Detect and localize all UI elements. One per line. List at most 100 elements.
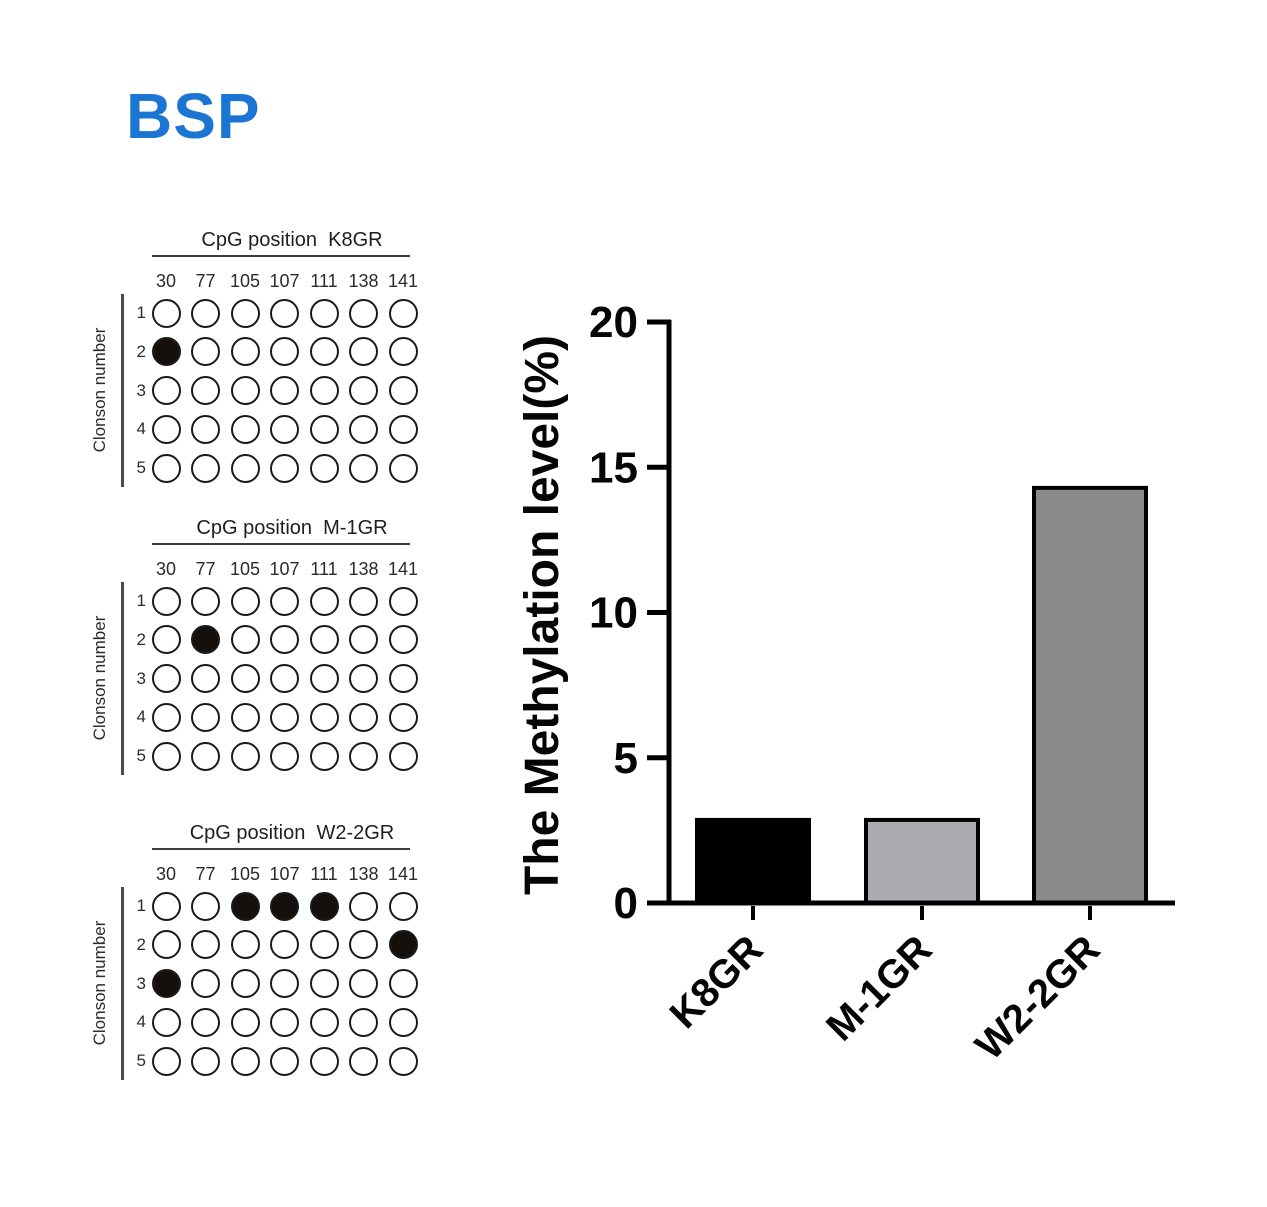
unmethylated-cpg-dot xyxy=(309,1046,339,1076)
methylated-cpg-dot xyxy=(388,930,418,960)
unmethylated-cpg-dot xyxy=(388,891,418,921)
y-axis-title: The Methylation level(%) xyxy=(516,335,569,895)
unmethylated-cpg-dot xyxy=(191,298,220,328)
unmethylated-cpg-dot xyxy=(270,741,299,771)
methylated-cpg-dot xyxy=(309,891,339,921)
cpg-position-label: 111 xyxy=(310,864,338,884)
unmethylated-cpg-dot xyxy=(388,414,418,444)
grid-title-underline xyxy=(152,848,410,850)
bar-m-1gr xyxy=(864,817,980,905)
unmethylated-cpg-dot xyxy=(270,930,299,960)
clone-number-label: 3 xyxy=(136,380,146,400)
unmethylated-cpg-dot xyxy=(270,337,299,367)
unmethylated-cpg-dot xyxy=(270,414,299,444)
unmethylated-cpg-dot xyxy=(191,414,220,444)
bar-k8gr xyxy=(695,817,811,905)
clone-number-label: 1 xyxy=(136,303,146,322)
unmethylated-cpg-dot xyxy=(309,625,339,655)
clone-number-label: 5 xyxy=(136,746,146,765)
unmethylated-cpg-dot xyxy=(388,969,418,998)
unmethylated-cpg-dot xyxy=(191,664,220,693)
unmethylated-cpg-dot xyxy=(349,298,378,328)
unmethylated-cpg-dot xyxy=(349,969,378,998)
unmethylated-cpg-dot xyxy=(230,1007,260,1037)
cpg-position-label: 111 xyxy=(310,271,338,291)
dot-grid-w2-2gr: CpG position W2-2GR 30 77 105 107 111 138 141 … xyxy=(85,821,425,1101)
cpg-position-label: 77 xyxy=(195,864,216,884)
clone-number-label: 3 xyxy=(136,668,146,688)
unmethylated-cpg-dot xyxy=(151,891,181,921)
unmethylated-cpg-dot xyxy=(230,625,260,655)
unmethylated-cpg-dot xyxy=(388,664,418,693)
unmethylated-cpg-dot xyxy=(151,298,181,328)
unmethylated-cpg-dot xyxy=(309,586,339,616)
grid-title: CpG position M-1GR xyxy=(196,517,388,539)
unmethylated-cpg-dot xyxy=(230,664,260,693)
cpg-position-label: 30 xyxy=(155,559,177,579)
dot-grid-k8gr: CpG position K8GR 30 77 105 107 111 138 141 Cl… xyxy=(85,228,425,508)
unmethylated-cpg-dot xyxy=(191,586,220,616)
clone-number-label: 3 xyxy=(136,973,146,993)
unmethylated-cpg-dot xyxy=(309,337,339,367)
unmethylated-cpg-dot xyxy=(191,702,220,732)
unmethylated-cpg-dot xyxy=(191,969,220,998)
unmethylated-cpg-dot xyxy=(349,1046,378,1076)
unmethylated-cpg-dot xyxy=(270,1007,299,1037)
cpg-position-label: 105 xyxy=(229,559,261,579)
unmethylated-cpg-dot xyxy=(388,376,418,405)
unmethylated-cpg-dot xyxy=(270,625,299,655)
unmethylated-cpg-dot xyxy=(191,1046,220,1076)
clone-number-label: 1 xyxy=(136,896,146,915)
cpg-position-label: 30 xyxy=(155,271,177,291)
unmethylated-cpg-dot xyxy=(230,298,260,328)
unmethylated-cpg-dot xyxy=(270,664,299,693)
cpg-position-label: 141 xyxy=(387,271,419,291)
clone-number-label: 2 xyxy=(136,341,146,361)
unmethylated-cpg-dot xyxy=(349,664,378,693)
methylated-cpg-dot xyxy=(270,891,299,921)
unmethylated-cpg-dot xyxy=(349,376,378,405)
grid-title: CpG position K8GR xyxy=(201,229,383,251)
row-axis-label: Clonson number xyxy=(90,920,109,1046)
clone-number-label: 2 xyxy=(136,629,146,649)
y-tick-label: 15 xyxy=(589,443,638,492)
unmethylated-cpg-dot xyxy=(388,1007,418,1037)
unmethylated-cpg-dot xyxy=(230,702,260,732)
unmethylated-cpg-dot xyxy=(191,1007,220,1037)
unmethylated-cpg-dot xyxy=(388,625,418,655)
unmethylated-cpg-dot xyxy=(191,891,220,921)
unmethylated-cpg-dot xyxy=(230,741,260,771)
unmethylated-cpg-dot xyxy=(388,337,418,367)
clone-number-label: 5 xyxy=(136,1051,146,1070)
unmethylated-cpg-dot xyxy=(388,1046,418,1076)
unmethylated-cpg-dot xyxy=(151,586,181,616)
unmethylated-cpg-dot xyxy=(388,702,418,732)
unmethylated-cpg-dot xyxy=(230,376,260,405)
unmethylated-cpg-dot xyxy=(309,453,339,483)
unmethylated-cpg-dot xyxy=(270,702,299,732)
cpg-position-label: 107 xyxy=(269,271,300,291)
unmethylated-cpg-dot xyxy=(151,1046,181,1076)
cpg-position-label: 107 xyxy=(269,864,300,884)
cpg-position-label: 77 xyxy=(195,559,216,579)
cpg-position-label: 105 xyxy=(229,864,261,884)
unmethylated-cpg-dot xyxy=(151,376,181,405)
methylated-cpg-dot xyxy=(151,337,181,367)
unmethylated-cpg-dot xyxy=(309,376,339,405)
unmethylated-cpg-dot xyxy=(349,930,378,960)
unmethylated-cpg-dot xyxy=(388,298,418,328)
cpg-position-label: 30 xyxy=(155,864,177,884)
unmethylated-cpg-dot xyxy=(349,586,378,616)
y-tick-label: 0 xyxy=(614,879,638,928)
y-tick-label: 20 xyxy=(589,298,638,347)
unmethylated-cpg-dot xyxy=(191,930,220,960)
cpg-position-label: 77 xyxy=(195,271,216,291)
clone-number-label: 2 xyxy=(136,934,146,954)
methylation-bar-chart: 0 5 10 15 20 K8GR M-1GR W2-2GR The Methylation l… xyxy=(516,298,1175,1068)
figure-title: BSP xyxy=(126,80,261,152)
grid-title: CpG position W2-2GR xyxy=(189,822,395,844)
unmethylated-cpg-dot xyxy=(349,891,378,921)
cpg-position-label: 107 xyxy=(269,559,300,579)
unmethylated-cpg-dot xyxy=(230,337,260,367)
